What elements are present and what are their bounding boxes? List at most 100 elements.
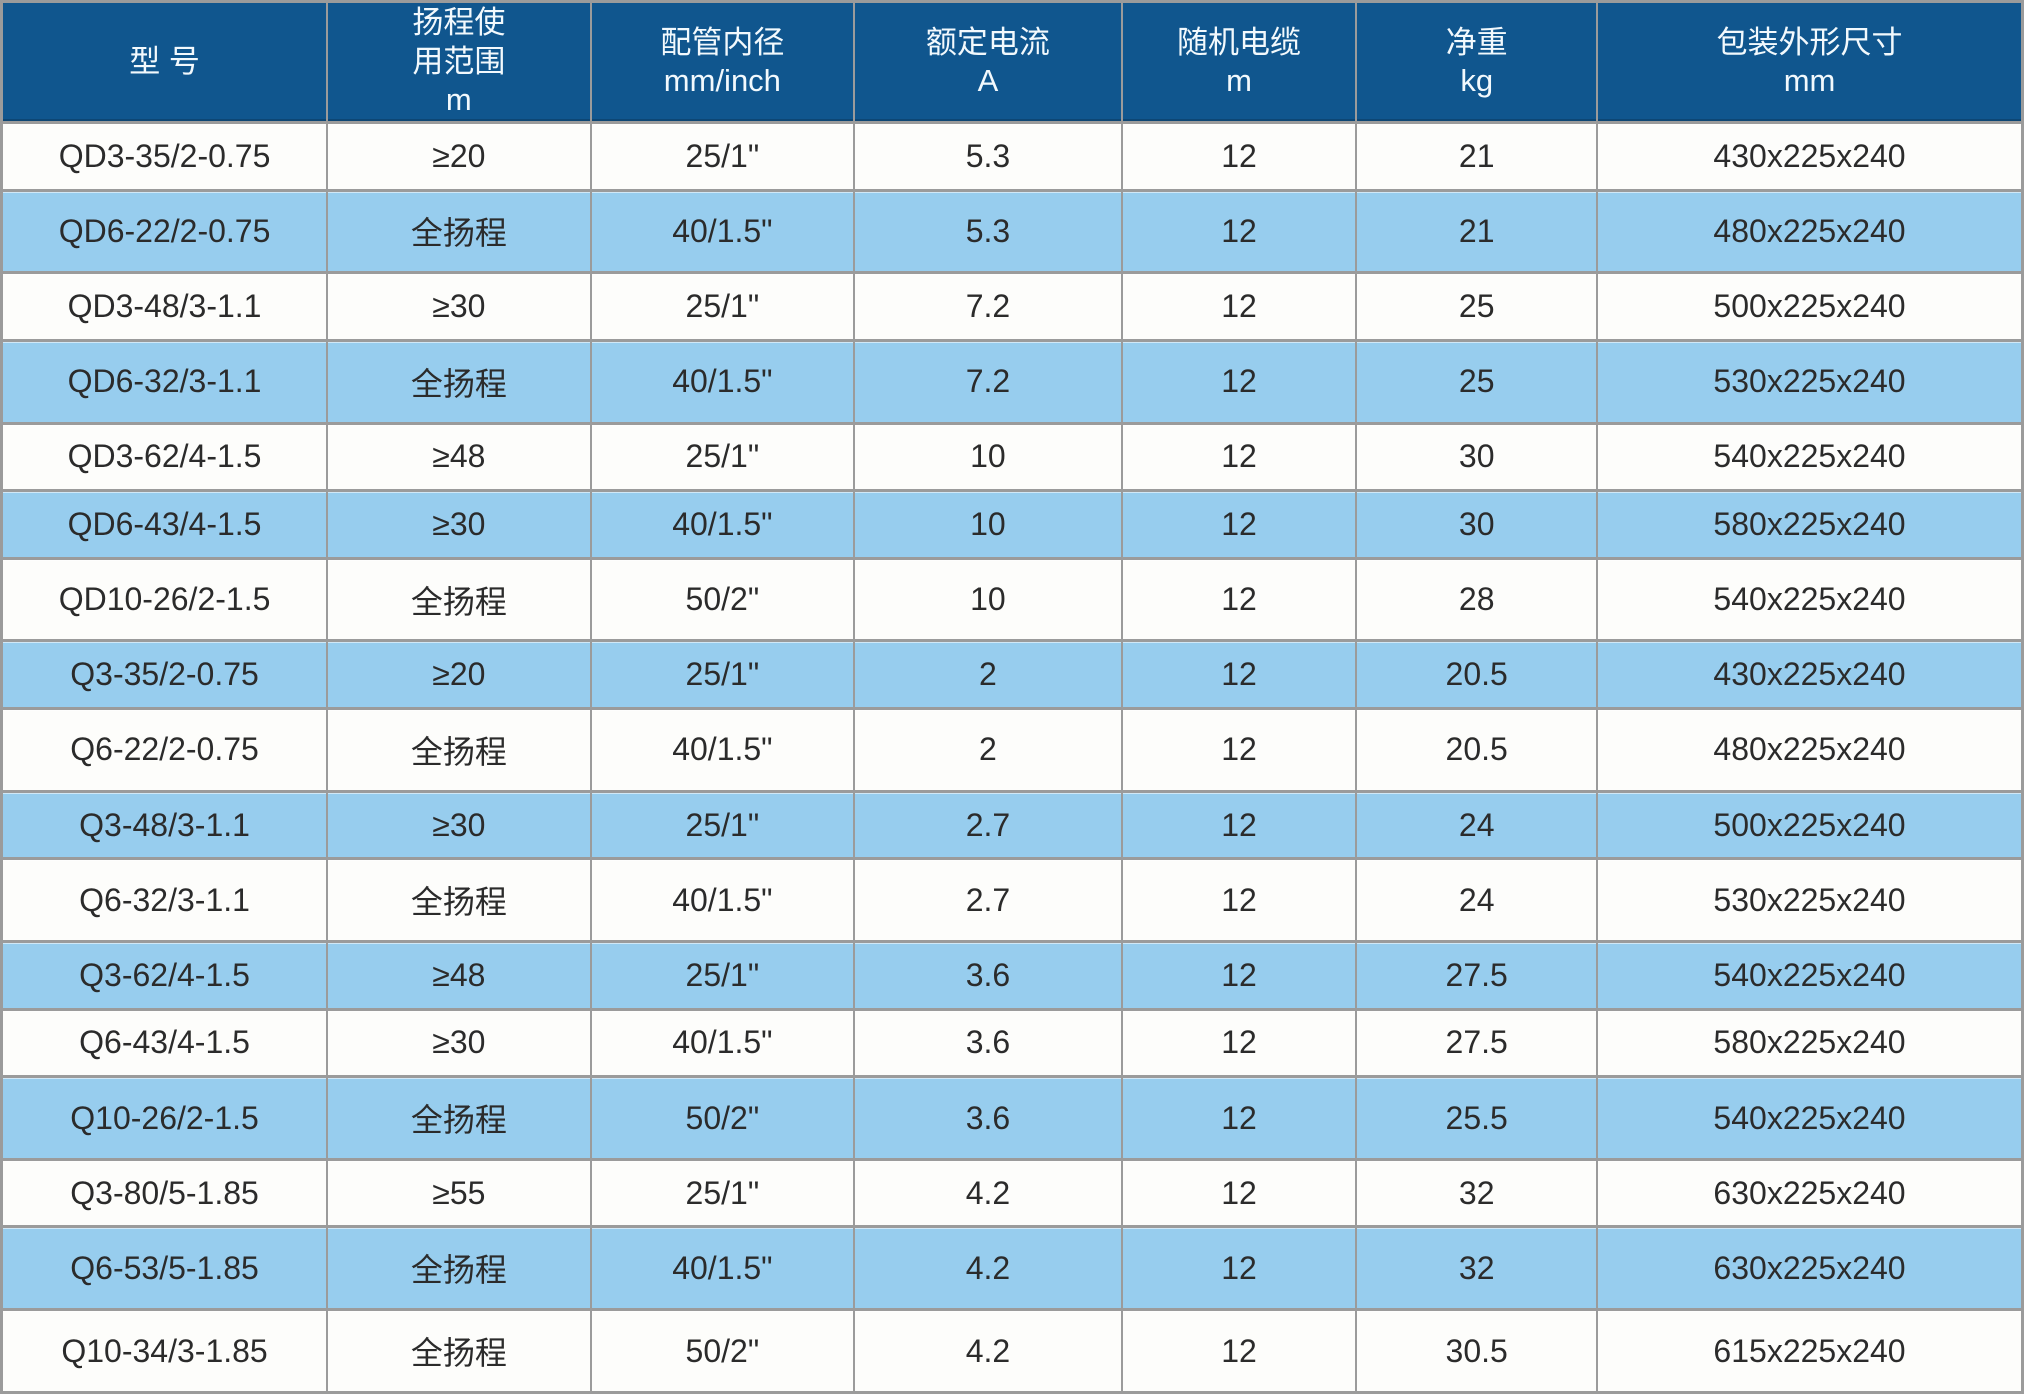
cell-package-size: 430x225x240 [1596,121,2024,192]
cell-net-weight: 28 [1355,556,1599,643]
cell-net-weight: 27.5 [1355,940,1599,1011]
cell-head-range: 全扬程 [326,1225,592,1312]
cell-model: QD6-43/4-1.5 [0,489,329,560]
cell-cable-length: 12 [1120,556,1358,643]
table-row: Q3-35/2-0.75 ≥20 25/1" 2 12 20.5 430x225… [0,639,2024,710]
cell-package-size: 580x225x240 [1596,1007,2024,1079]
column-header-line: 用范围 [412,43,506,79]
cell-pipe-diameter: 25/1" [589,421,856,493]
cell-pipe-diameter: 25/1" [589,940,856,1011]
cell-model: Q3-35/2-0.75 [0,639,329,710]
cell-package-size: 500x225x240 [1596,271,2024,342]
table-row: QD10-26/2-1.5 全扬程 50/2" 10 12 28 540x225… [0,556,2024,643]
cell-pipe-diameter: 40/1.5" [589,706,856,793]
cell-rated-current: 3.6 [853,940,1123,1011]
cell-head-range: ≥55 [326,1157,592,1229]
column-header-line: mm/inch [663,63,781,98]
cell-head-range: 全扬程 [326,857,592,944]
cell-model: QD10-26/2-1.5 [0,556,329,643]
cell-rated-current: 2.7 [853,857,1123,944]
table-header: 型 号 扬程使 用范围 m 配管内径 mm/inch 额定电流 A 随机电缆 m… [0,0,2024,124]
cell-pipe-diameter: 25/1" [589,1157,856,1229]
cell-package-size: 540x225x240 [1596,421,2024,493]
cell-cable-length: 12 [1120,940,1358,1011]
cell-cable-length: 12 [1120,188,1358,275]
cell-net-weight: 20.5 [1355,706,1599,793]
cell-head-range: ≥20 [326,639,592,710]
cell-head-range: ≥30 [326,489,592,560]
cell-net-weight: 24 [1355,789,1599,861]
cell-cable-length: 12 [1120,1157,1358,1229]
cell-model: QD6-32/3-1.1 [0,338,329,425]
cell-pipe-diameter: 25/1" [589,639,856,710]
cell-net-weight: 32 [1355,1225,1599,1312]
cell-net-weight: 27.5 [1355,1007,1599,1079]
cell-model: Q3-48/3-1.1 [0,789,329,861]
cell-rated-current: 10 [853,489,1123,560]
cell-model: Q6-22/2-0.75 [0,706,329,793]
cell-net-weight: 30 [1355,421,1599,493]
column-header-line: 包装外形尺寸 [1716,24,1903,60]
cell-rated-current: 5.3 [853,188,1123,275]
column-header-line: m [445,82,472,118]
cell-cable-length: 12 [1120,639,1358,710]
table-row: Q3-48/3-1.1 ≥30 25/1" 2.7 12 24 500x225x… [0,789,2024,861]
column-header-line: A [977,63,999,98]
cell-head-range: ≥30 [326,789,592,861]
cell-cable-length: 12 [1120,1007,1358,1079]
cell-rated-current: 7.2 [853,271,1123,342]
cell-cable-length: 12 [1120,706,1358,793]
column-header-rated-current: 额定电流 A [853,0,1123,124]
cell-model: Q6-32/3-1.1 [0,857,329,944]
column-header-cable-length: 随机电缆 m [1120,0,1358,124]
cell-package-size: 500x225x240 [1596,789,2024,861]
cell-rated-current: 4.2 [853,1225,1123,1312]
column-header-pipe-diameter: 配管内径 mm/inch [589,0,856,124]
cell-package-size: 630x225x240 [1596,1225,2024,1312]
cell-head-range: ≥48 [326,940,592,1011]
cell-cable-length: 12 [1120,1075,1358,1161]
cell-package-size: 580x225x240 [1596,489,2024,560]
table-row: QD6-32/3-1.1 全扬程 40/1.5" 7.2 12 25 530x2… [0,338,2024,425]
table-row: QD6-22/2-0.75 全扬程 40/1.5" 5.3 12 21 480x… [0,188,2024,275]
cell-rated-current: 2 [853,706,1123,793]
table-row: Q6-43/4-1.5 ≥30 40/1.5" 3.6 12 27.5 580x… [0,1007,2024,1079]
cell-cable-length: 12 [1120,489,1358,560]
cell-pipe-diameter: 50/2" [589,1308,856,1394]
cell-cable-length: 12 [1120,121,1358,192]
cell-pipe-diameter: 40/1.5" [589,1007,856,1079]
cell-package-size: 480x225x240 [1596,706,2024,793]
table-body: QD3-35/2-0.75 ≥20 25/1" 5.3 12 21 430x22… [0,121,2024,1394]
cell-model: Q6-43/4-1.5 [0,1007,329,1079]
column-header-line: mm [1783,63,1836,98]
cell-model: QD6-22/2-0.75 [0,188,329,275]
column-header-line: m [1226,63,1252,98]
cell-pipe-diameter: 40/1.5" [589,489,856,560]
cell-pipe-diameter: 25/1" [589,271,856,342]
column-header-line: 配管内径 [660,24,785,60]
cell-rated-current: 2 [853,639,1123,710]
cell-pipe-diameter: 50/2" [589,1075,856,1161]
column-header-line: 型 号 [129,43,200,79]
cell-package-size: 540x225x240 [1596,556,2024,643]
cell-rated-current: 4.2 [853,1157,1123,1229]
cell-cable-length: 12 [1120,271,1358,342]
cell-package-size: 540x225x240 [1596,940,2024,1011]
cell-net-weight: 25 [1355,338,1599,425]
cell-model: Q6-53/5-1.85 [0,1225,329,1312]
table-row: Q6-32/3-1.1 全扬程 40/1.5" 2.7 12 24 530x22… [0,857,2024,944]
cell-rated-current: 4.2 [853,1308,1123,1394]
cell-pipe-diameter: 25/1" [589,121,856,192]
column-header-line: 额定电流 [925,24,1050,60]
table-row: QD3-35/2-0.75 ≥20 25/1" 5.3 12 21 430x22… [0,121,2024,192]
column-header-line: 随机电缆 [1177,24,1302,60]
column-header-line: 净重 [1445,24,1508,60]
table-row: Q10-26/2-1.5 全扬程 50/2" 3.6 12 25.5 540x2… [0,1075,2024,1161]
column-header-package-size: 包装外形尺寸 mm [1596,0,2024,124]
cell-head-range: 全扬程 [326,706,592,793]
cell-cable-length: 12 [1120,789,1358,861]
table-row: Q6-53/5-1.85 全扬程 40/1.5" 4.2 12 32 630x2… [0,1225,2024,1312]
column-header-model: 型 号 [0,0,329,124]
cell-head-range: ≥48 [326,421,592,493]
